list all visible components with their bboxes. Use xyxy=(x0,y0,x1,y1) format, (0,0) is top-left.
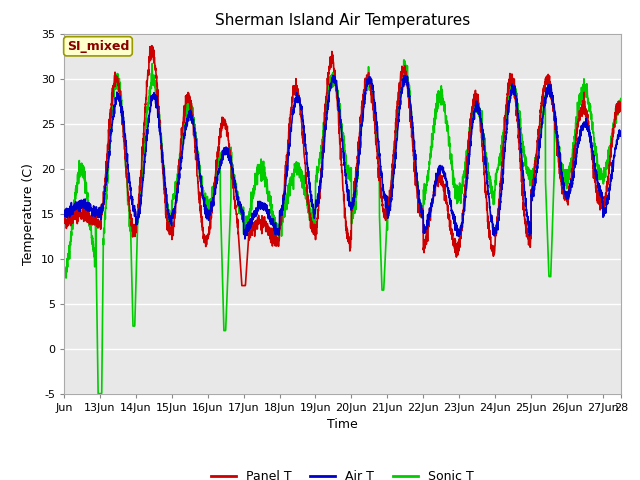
Title: Sherman Island Air Temperatures: Sherman Island Air Temperatures xyxy=(215,13,470,28)
Text: SI_mixed: SI_mixed xyxy=(67,40,129,53)
X-axis label: Time: Time xyxy=(327,418,358,431)
Legend: Panel T, Air T, Sonic T: Panel T, Air T, Sonic T xyxy=(206,465,479,480)
Y-axis label: Temperature (C): Temperature (C) xyxy=(22,163,35,264)
